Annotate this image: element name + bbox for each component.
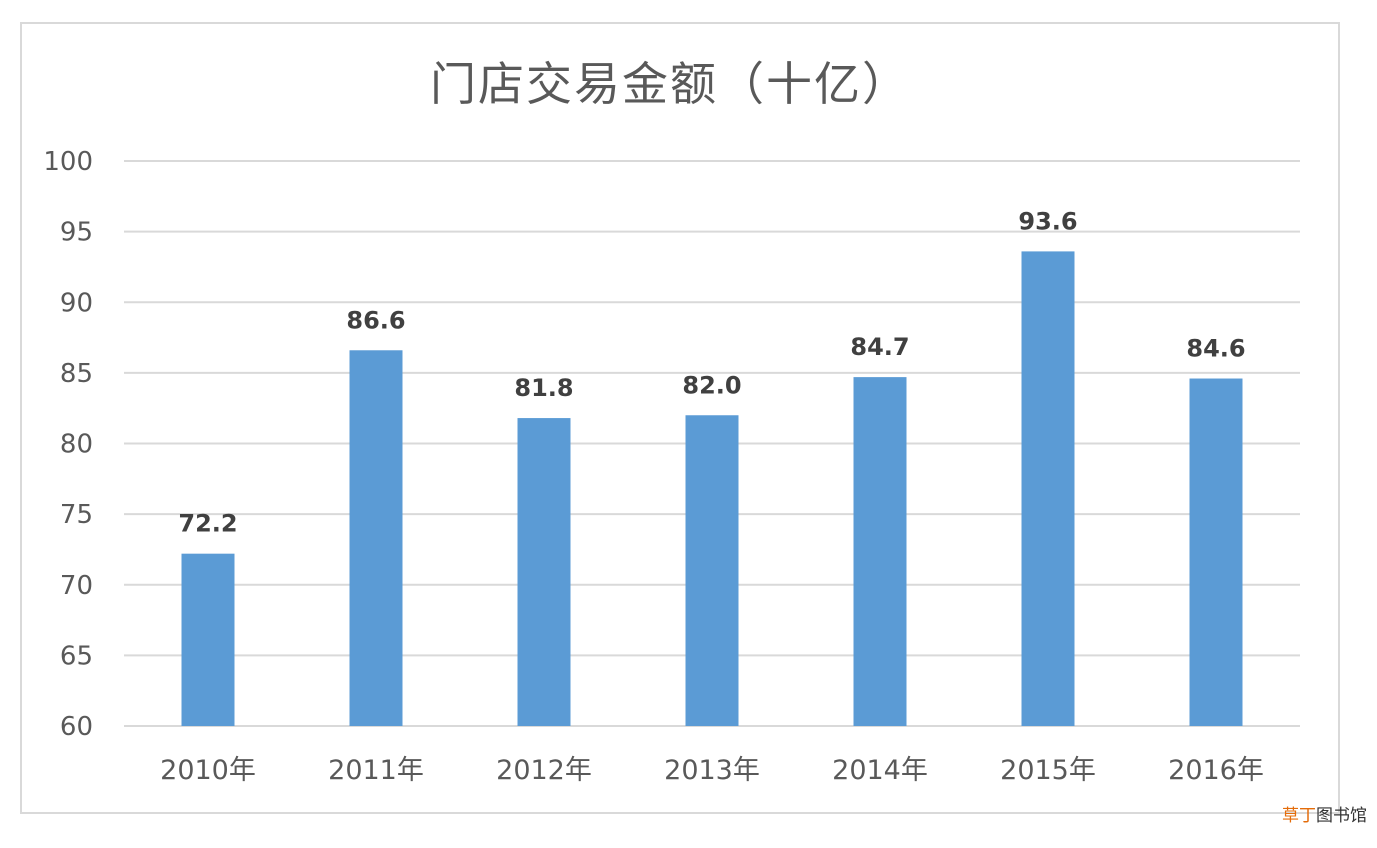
watermark: 草丁图书馆	[1282, 801, 1367, 826]
bar-2011年	[349, 350, 403, 726]
x-tick-label: 2016年	[1168, 755, 1264, 786]
y-tick-label: 100	[43, 147, 93, 177]
bar-2016年	[1189, 378, 1243, 726]
x-tick-label: 2015年	[1000, 755, 1096, 786]
x-tick-label: 2010年	[160, 755, 256, 786]
chart-title: 门店交易金额（十亿）	[430, 57, 910, 111]
y-tick-label: 60	[60, 712, 93, 742]
y-tick-label: 70	[60, 571, 93, 601]
bar-2012年	[517, 418, 571, 726]
x-tick-label: 2014年	[832, 755, 928, 786]
bar-2014年	[853, 377, 907, 726]
y-tick-label: 65	[60, 641, 93, 671]
x-tick-label: 2011年	[328, 755, 424, 786]
data-label: 72.2	[178, 510, 237, 538]
y-tick-label: 85	[60, 359, 93, 389]
y-tick-label: 75	[60, 500, 93, 530]
x-tick-label: 2013年	[664, 755, 760, 786]
data-label: 84.7	[850, 333, 909, 361]
y-tick-label: 80	[60, 430, 93, 460]
bar-2015年	[1021, 251, 1075, 726]
data-label: 82.0	[682, 371, 741, 399]
bar-2013年	[685, 415, 739, 726]
watermark-text: 图书馆	[1316, 806, 1367, 826]
data-label: 86.6	[346, 306, 405, 334]
y-tick-label: 95	[60, 218, 93, 248]
y-tick-label: 90	[60, 288, 93, 318]
data-label: 81.8	[514, 374, 573, 402]
watermark-accent: 草丁	[1282, 806, 1316, 826]
data-label: 84.6	[1186, 335, 1245, 363]
chart-frame	[20, 22, 1340, 814]
data-label: 93.6	[1018, 207, 1077, 235]
bar-2010年	[181, 553, 235, 726]
x-tick-label: 2012年	[496, 755, 592, 786]
